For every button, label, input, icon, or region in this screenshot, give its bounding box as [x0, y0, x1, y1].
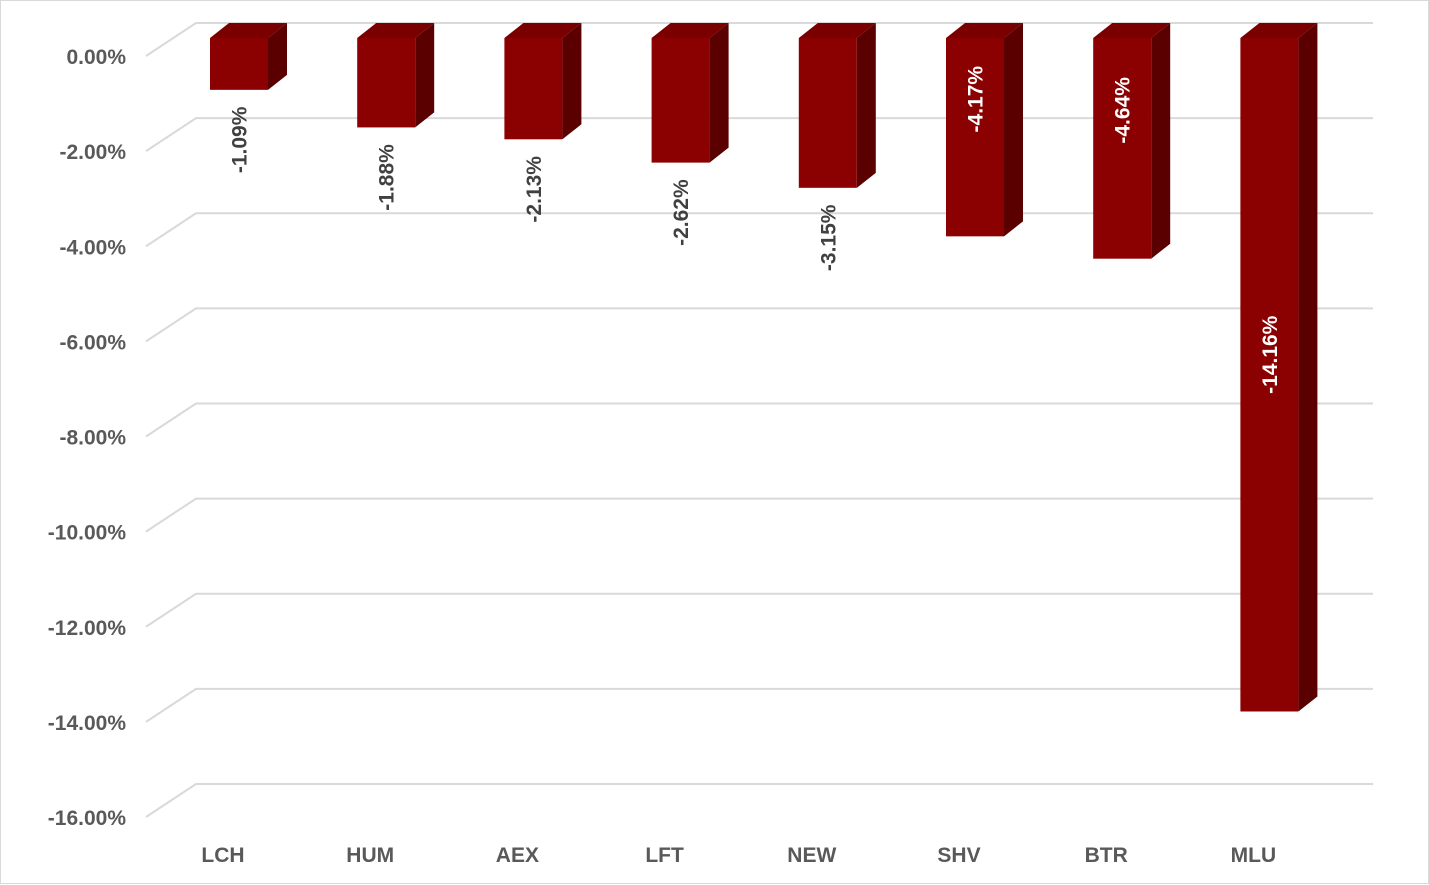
data-label: -2.62% — [670, 179, 693, 246]
x-category-label: HUM — [346, 844, 394, 867]
bar-front-face — [946, 38, 1004, 237]
x-category-label: SHV — [937, 844, 980, 867]
data-label: -4.17% — [965, 66, 988, 133]
bar-lch — [210, 23, 287, 90]
bar-front-face — [651, 38, 710, 163]
data-label: -3.15% — [817, 204, 840, 271]
x-category-label: AEX — [496, 844, 539, 867]
gridline — [145, 117, 1373, 152]
bar-side-face — [1004, 23, 1023, 237]
data-labels: -1.09% -1.88% -2.13% -2.62% -3.15% -4.17% -4.6… — [229, 66, 1282, 394]
bar-aex — [504, 23, 582, 140]
bar-side-face — [1298, 23, 1318, 712]
data-label: -4.64% — [1112, 77, 1135, 144]
gridline — [145, 307, 1373, 343]
gridline — [145, 497, 1373, 533]
bar-hum — [357, 23, 435, 128]
bar-front-face — [504, 38, 563, 140]
bars — [210, 23, 1318, 712]
bar-shv — [946, 23, 1023, 237]
bar-top-face — [1093, 23, 1171, 38]
bar-new — [798, 23, 876, 188]
gridline — [145, 402, 1373, 438]
bar-btr — [1093, 23, 1171, 259]
y-tick-label: 0.00% — [66, 46, 126, 69]
x-axis-category-labels: LCH HUM AEX LFT NEW SHV BTR MLU — [201, 844, 1276, 867]
y-tick-label: -12.00% — [48, 617, 127, 640]
gridlines — [145, 22, 1373, 818]
bar-mlu — [1240, 23, 1318, 712]
bar-top-face — [1240, 23, 1318, 38]
gridline — [145, 687, 1373, 723]
y-tick-label: -4.00% — [59, 236, 126, 259]
x-category-label: LFT — [645, 844, 684, 867]
bar-front-face — [210, 38, 268, 90]
y-tick-label: -2.00% — [59, 141, 126, 164]
y-tick-label: -10.00% — [48, 522, 127, 545]
bar-top-face — [946, 23, 1023, 38]
y-tick-label: -6.00% — [59, 331, 126, 354]
bar-top-face — [357, 23, 435, 38]
bar-top-face — [504, 23, 582, 38]
bar-lft — [651, 23, 729, 163]
y-axis-tick-labels: 0.00% -2.00% -4.00% -6.00% -8.00% -10.00% -12.… — [48, 46, 127, 830]
y-tick-label: -14.00% — [48, 712, 127, 735]
bar-side-face — [709, 23, 729, 163]
y-tick-label: -8.00% — [59, 427, 126, 450]
bar-front-face — [798, 38, 857, 188]
bar-front-face — [357, 38, 416, 128]
gridline — [145, 592, 1373, 628]
bar-top-face — [651, 23, 729, 38]
bar-front-face — [1240, 38, 1299, 712]
x-category-label: NEW — [787, 844, 836, 867]
x-category-label: LCH — [201, 844, 244, 867]
y-tick-label: -16.00% — [48, 807, 127, 830]
x-category-label: BTR — [1085, 844, 1128, 867]
data-label: -1.88% — [376, 144, 399, 211]
x-category-label: MLU — [1231, 844, 1277, 867]
bar-top-face — [798, 23, 876, 38]
bar-top-face — [210, 23, 287, 38]
gridline — [145, 783, 1373, 818]
bar-side-face — [1151, 23, 1171, 259]
bar-side-face — [562, 23, 582, 140]
bar-side-face — [415, 23, 435, 128]
gridline — [145, 212, 1373, 248]
data-label: -1.09% — [229, 106, 252, 173]
gridline — [145, 22, 1373, 57]
data-label: -2.13% — [523, 156, 546, 223]
bar-side-face — [856, 23, 876, 188]
data-label: -14.16% — [1259, 315, 1282, 394]
bar-front-face — [1093, 38, 1152, 259]
bar-side-face — [268, 23, 287, 90]
